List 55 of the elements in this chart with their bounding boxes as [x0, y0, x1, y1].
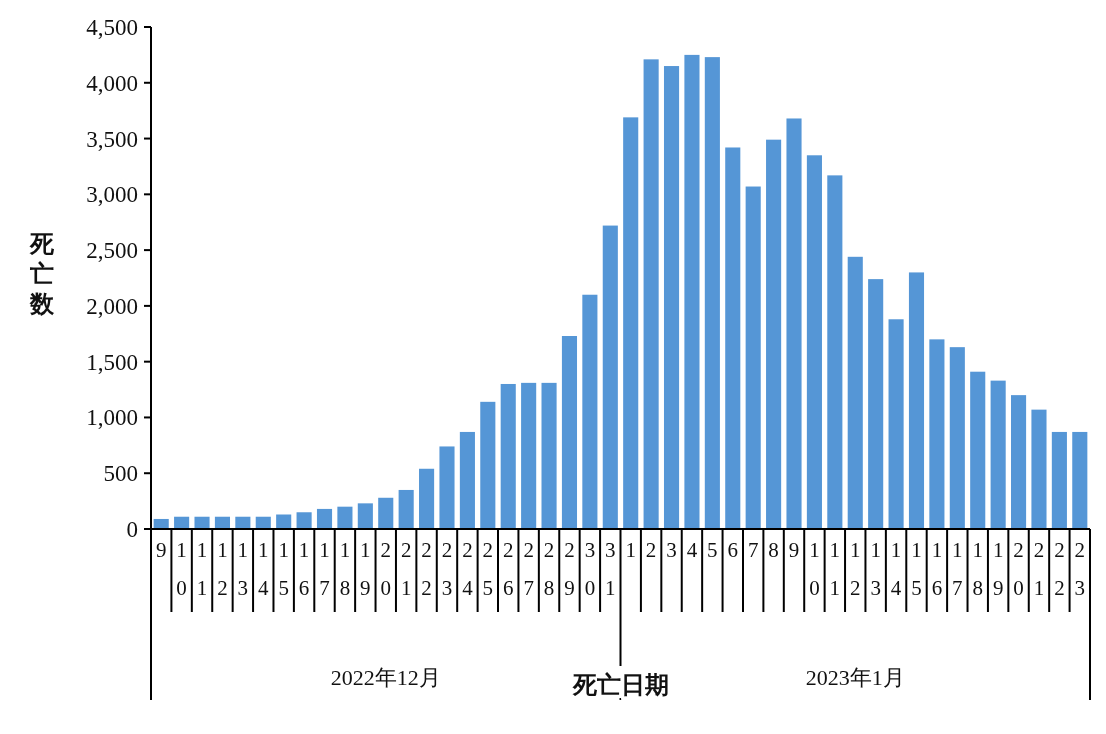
bar — [316, 508, 333, 529]
bar — [663, 66, 680, 529]
bar — [337, 506, 353, 529]
bar — [296, 512, 312, 529]
bar — [398, 489, 414, 529]
bar — [357, 503, 373, 529]
bar — [745, 186, 761, 529]
bar — [541, 382, 557, 529]
bar — [970, 371, 986, 529]
bar — [561, 336, 578, 529]
y-tick-label: 2,000 — [86, 293, 138, 319]
bar — [643, 59, 659, 529]
bar — [806, 155, 822, 529]
y-tick-label: 4,000 — [86, 70, 138, 96]
bar — [439, 446, 455, 529]
bar — [847, 256, 863, 529]
y-tick-label: 4,500 — [86, 15, 138, 40]
bar — [194, 516, 210, 529]
x-axis-title: 死亡日期 — [571, 671, 669, 698]
y-tick-label: 1,000 — [86, 405, 138, 431]
y-tick-label: 2,500 — [86, 238, 138, 264]
bar — [868, 279, 884, 529]
bar — [766, 139, 782, 529]
bar — [602, 225, 618, 529]
y-tick-label: 500 — [103, 461, 138, 487]
bar — [684, 54, 700, 529]
bar — [500, 383, 516, 529]
text: 2022年12月 — [330, 665, 441, 690]
text: 2023年1月 — [805, 665, 905, 690]
bar — [908, 272, 925, 529]
bar — [480, 401, 496, 529]
bar — [419, 468, 435, 529]
bar — [949, 347, 965, 529]
bar — [827, 175, 843, 529]
bar — [1072, 431, 1088, 529]
bar — [990, 380, 1006, 529]
bar — [378, 497, 394, 529]
bar — [786, 118, 802, 529]
bar — [459, 431, 475, 529]
y-tick-label: 1,500 — [86, 349, 138, 375]
bar — [276, 514, 292, 529]
bar — [521, 382, 537, 529]
y-tick-label: 0 — [126, 517, 138, 542]
bar — [1011, 395, 1027, 529]
bar — [623, 117, 639, 529]
bar — [582, 294, 598, 529]
y-tick-label: 3,500 — [86, 126, 138, 152]
y-tick-label: 3,000 — [86, 182, 138, 208]
bar — [929, 339, 945, 529]
bar — [888, 319, 904, 529]
bar — [1031, 409, 1047, 529]
y-axis-title: 死亡数 — [29, 231, 55, 317]
bar — [1051, 431, 1067, 529]
bar — [725, 147, 741, 529]
bar — [704, 57, 720, 529]
